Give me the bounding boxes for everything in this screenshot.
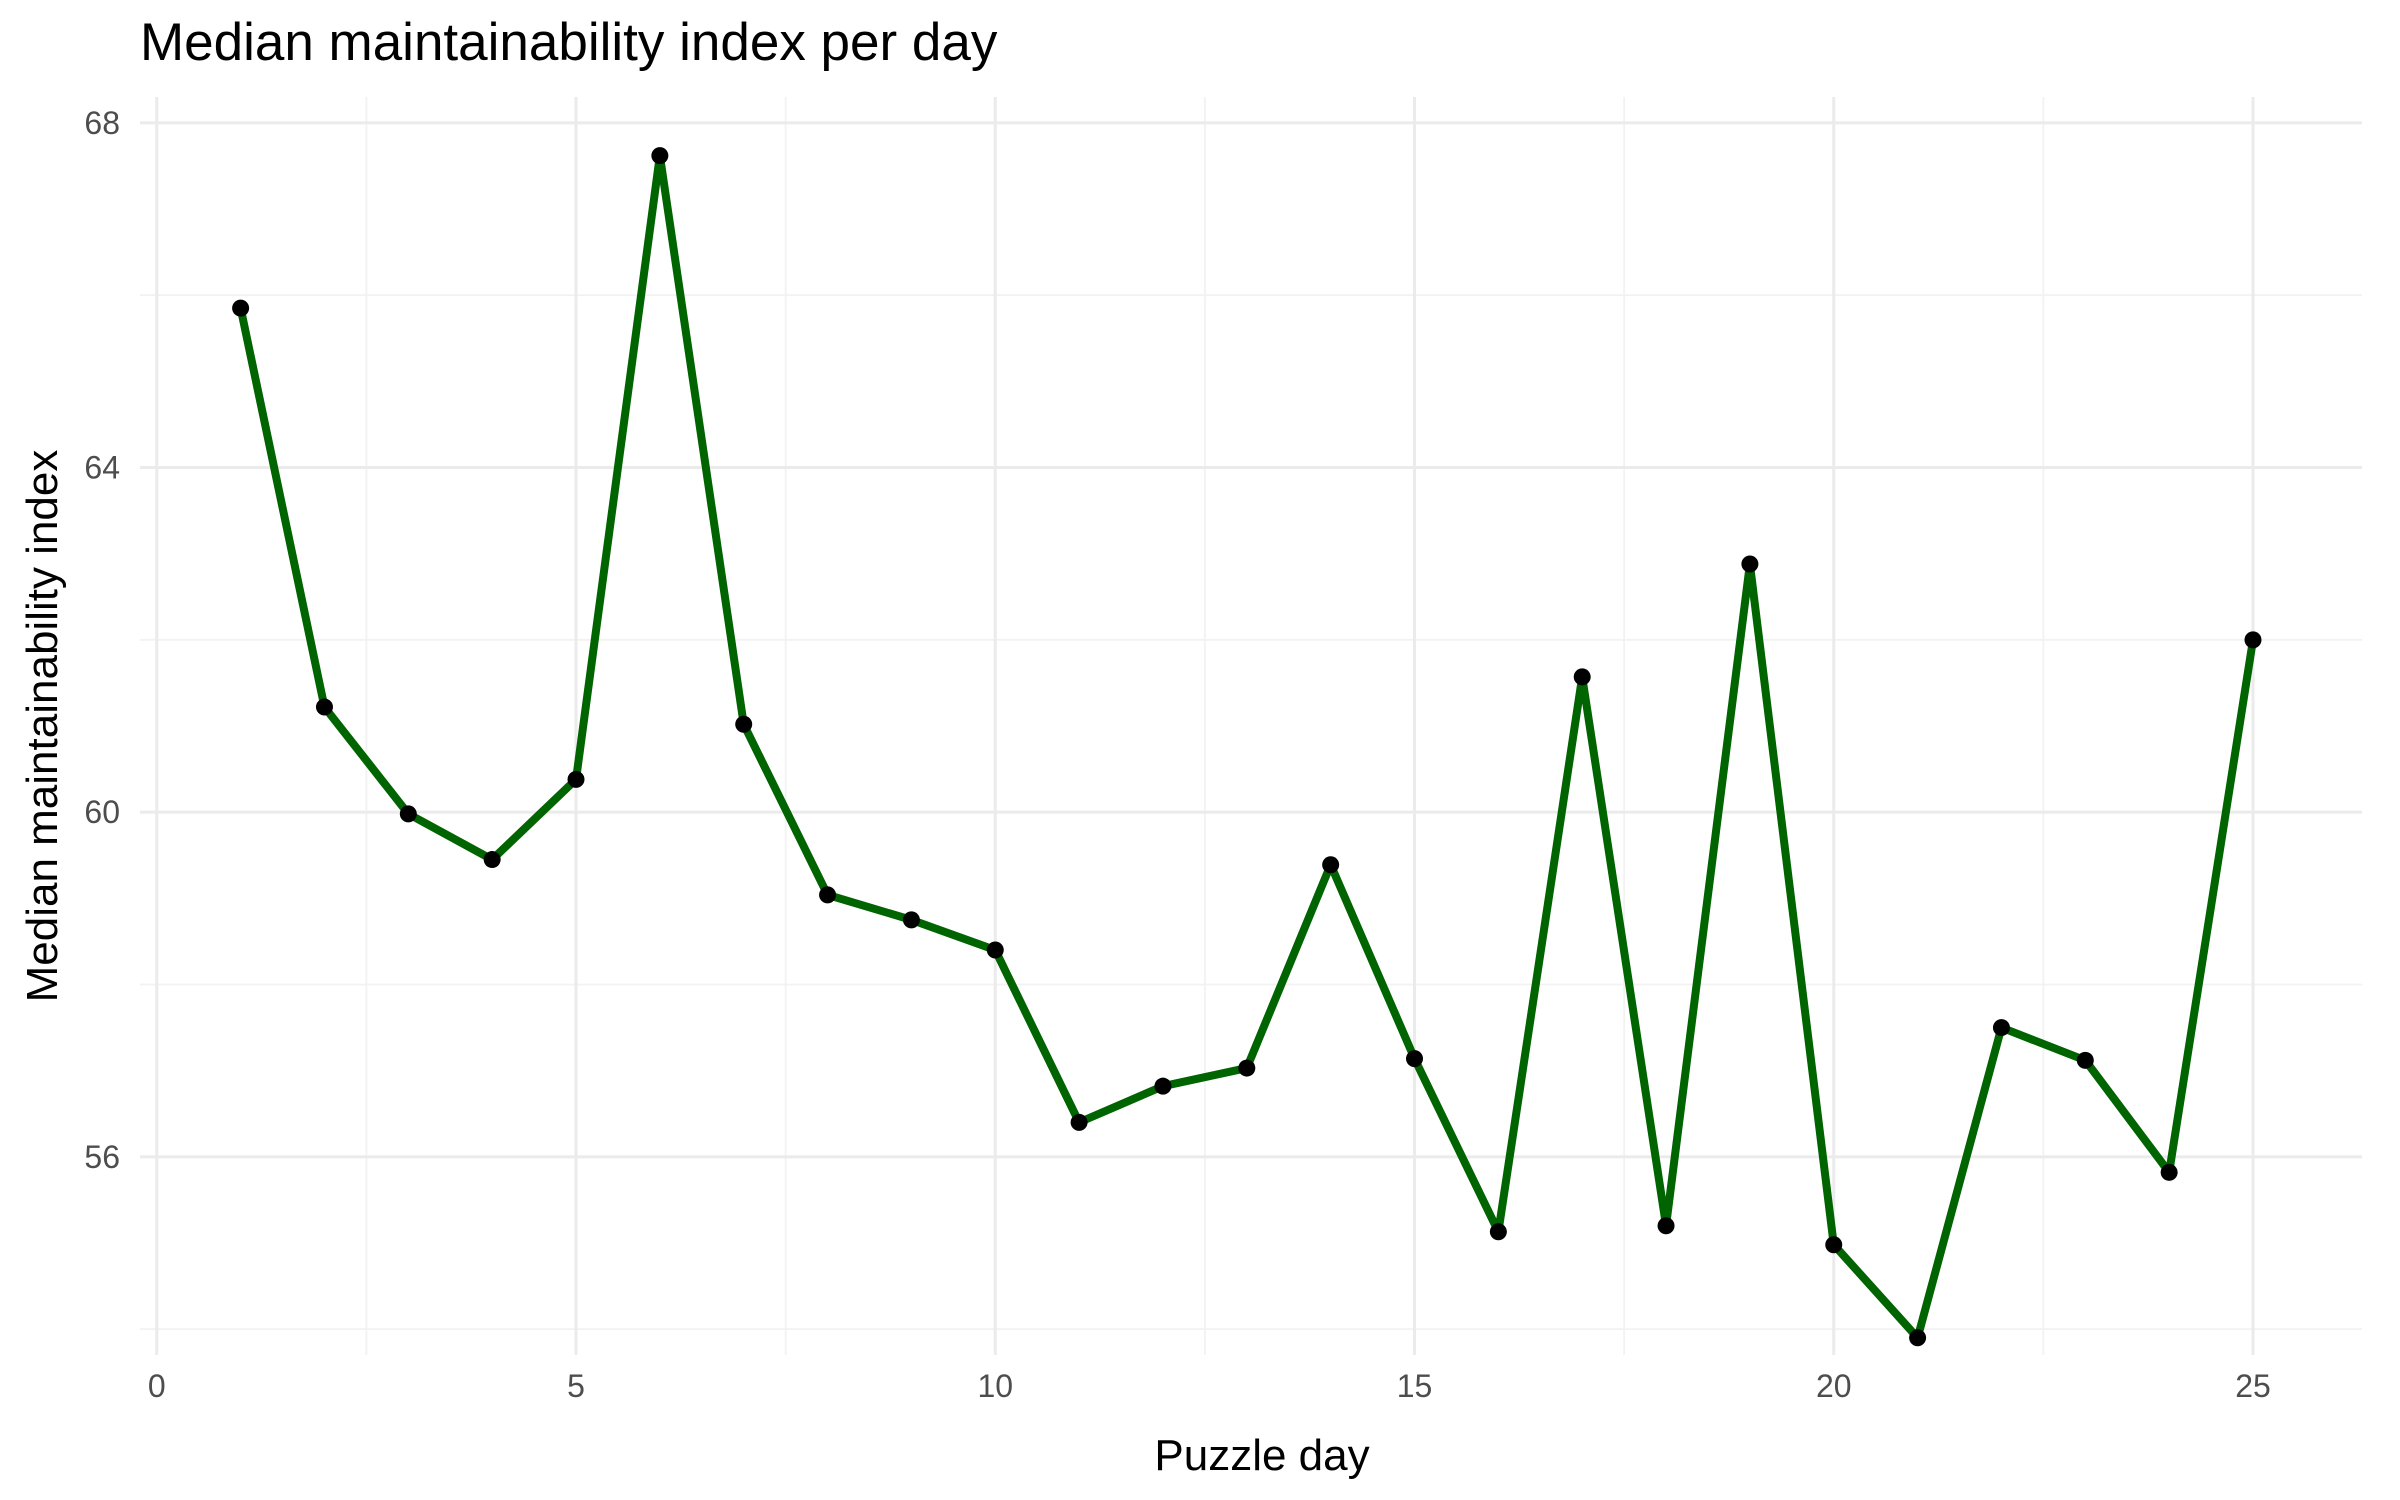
data-point [567, 770, 585, 788]
data-point [1406, 1050, 1424, 1068]
x-tick-label: 10 [977, 1368, 1013, 1404]
y-tick-label: 60 [84, 794, 120, 830]
data-point [483, 851, 501, 869]
series-layer [236, 151, 2257, 1342]
data-point [1322, 856, 1340, 874]
y-tick-label: 64 [84, 450, 120, 486]
y-tick-label: 68 [84, 105, 120, 141]
x-axis-title: Puzzle day [1154, 1431, 1369, 1480]
data-point [902, 911, 920, 929]
data-point [315, 698, 333, 716]
data-point [735, 715, 753, 733]
data-point [1489, 1223, 1507, 1241]
x-tick-label: 5 [567, 1368, 585, 1404]
major-gridlines-y [140, 121, 2362, 1159]
data-point [2076, 1051, 2094, 1069]
y-axis-tick-labels: 56 60 64 68 [84, 105, 120, 1175]
data-point [1825, 1236, 1843, 1254]
series-line [236, 151, 2257, 1342]
data-point [1070, 1113, 1088, 1131]
major-gridlines-x [155, 97, 2255, 1355]
data-point [232, 299, 250, 317]
minor-gridlines-y [140, 294, 2362, 1331]
data-point [651, 147, 669, 165]
x-tick-label: 25 [2235, 1368, 2271, 1404]
data-point [2160, 1163, 2178, 1181]
data-point [1573, 668, 1591, 686]
data-point [1741, 555, 1759, 573]
data-point [2244, 631, 2262, 649]
chart-title: Median maintainability index per day [140, 13, 998, 72]
x-axis-tick-labels: 0 5 10 15 20 25 [148, 1368, 2271, 1404]
data-point [819, 886, 837, 904]
minor-gridlines-x [365, 97, 2045, 1355]
data-point [1909, 1329, 1927, 1347]
y-axis-title: Median maintainability index [18, 450, 67, 1003]
x-tick-label: 20 [1816, 1368, 1852, 1404]
data-point [986, 941, 1004, 959]
y-tick-label: 56 [84, 1139, 120, 1175]
data-point [1154, 1077, 1172, 1095]
data-point [399, 805, 417, 823]
points-layer [232, 147, 2262, 1347]
data-point [1657, 1217, 1675, 1235]
data-point [1992, 1019, 2010, 1037]
x-tick-label: 15 [1397, 1368, 1433, 1404]
data-point [1238, 1059, 1256, 1077]
x-tick-label: 0 [148, 1368, 166, 1404]
